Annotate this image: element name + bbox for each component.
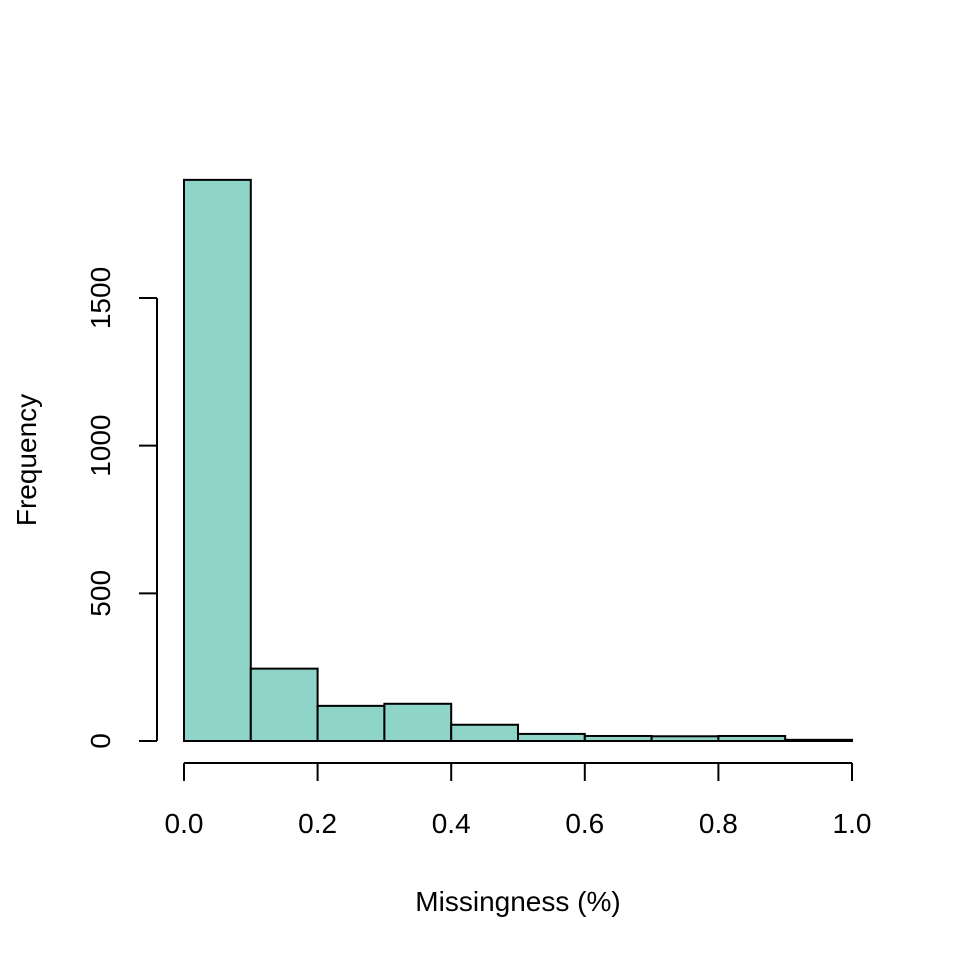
bars-group <box>183 178 854 743</box>
histogram-bar <box>450 723 520 742</box>
x-axis-label: Missingness (%) <box>415 886 620 917</box>
x-tick-label: 0.0 <box>165 808 204 839</box>
x-tick-label: 0.6 <box>565 808 604 839</box>
histogram-bar <box>583 734 653 742</box>
y-tick-label: 0 <box>85 733 116 749</box>
y-tick-label: 1500 <box>85 267 116 329</box>
y-axis-label: Frequency <box>11 394 42 526</box>
y-tick-label: 500 <box>85 570 116 617</box>
x-tick-label: 1.0 <box>833 808 872 839</box>
x-tick-label: 0.4 <box>432 808 471 839</box>
histogram-bar <box>784 738 854 742</box>
y-tick-label: 1000 <box>85 415 116 477</box>
x-tick-label: 0.2 <box>298 808 337 839</box>
histogram-bar <box>249 667 319 742</box>
x-axis: 0.0 0.2 0.4 0.6 0.8 1.0 <box>165 762 872 839</box>
histogram-bar <box>183 178 252 743</box>
x-tick-label: 0.8 <box>699 808 738 839</box>
histogram-bar <box>650 735 720 742</box>
histogram-bar <box>717 734 787 742</box>
y-axis: 0 500 1000 1500 <box>85 267 158 749</box>
histogram-bar <box>517 732 586 742</box>
histogram-bar <box>316 704 386 743</box>
histogram-bar <box>383 702 453 743</box>
